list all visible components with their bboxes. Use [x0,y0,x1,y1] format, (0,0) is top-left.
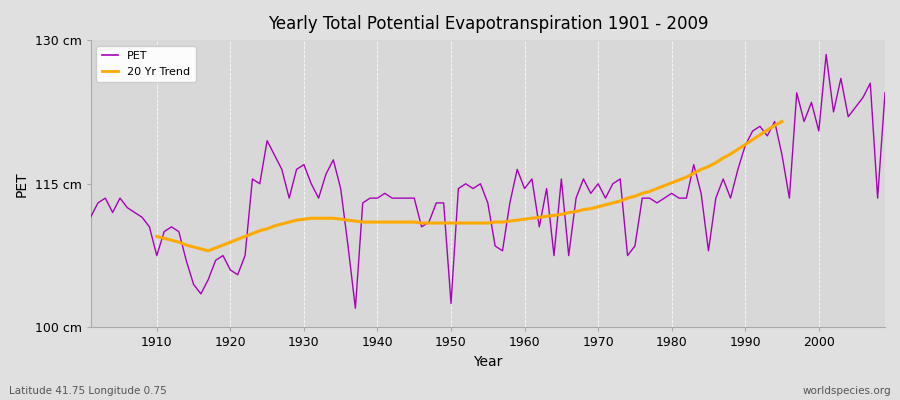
Legend: PET, 20 Yr Trend: PET, 20 Yr Trend [96,46,196,82]
Text: Latitude 41.75 Longitude 0.75: Latitude 41.75 Longitude 0.75 [9,386,166,396]
Y-axis label: PET: PET [15,171,29,196]
Title: Yearly Total Potential Evapotranspiration 1901 - 2009: Yearly Total Potential Evapotranspiratio… [267,15,708,33]
Text: worldspecies.org: worldspecies.org [803,386,891,396]
X-axis label: Year: Year [473,355,502,369]
